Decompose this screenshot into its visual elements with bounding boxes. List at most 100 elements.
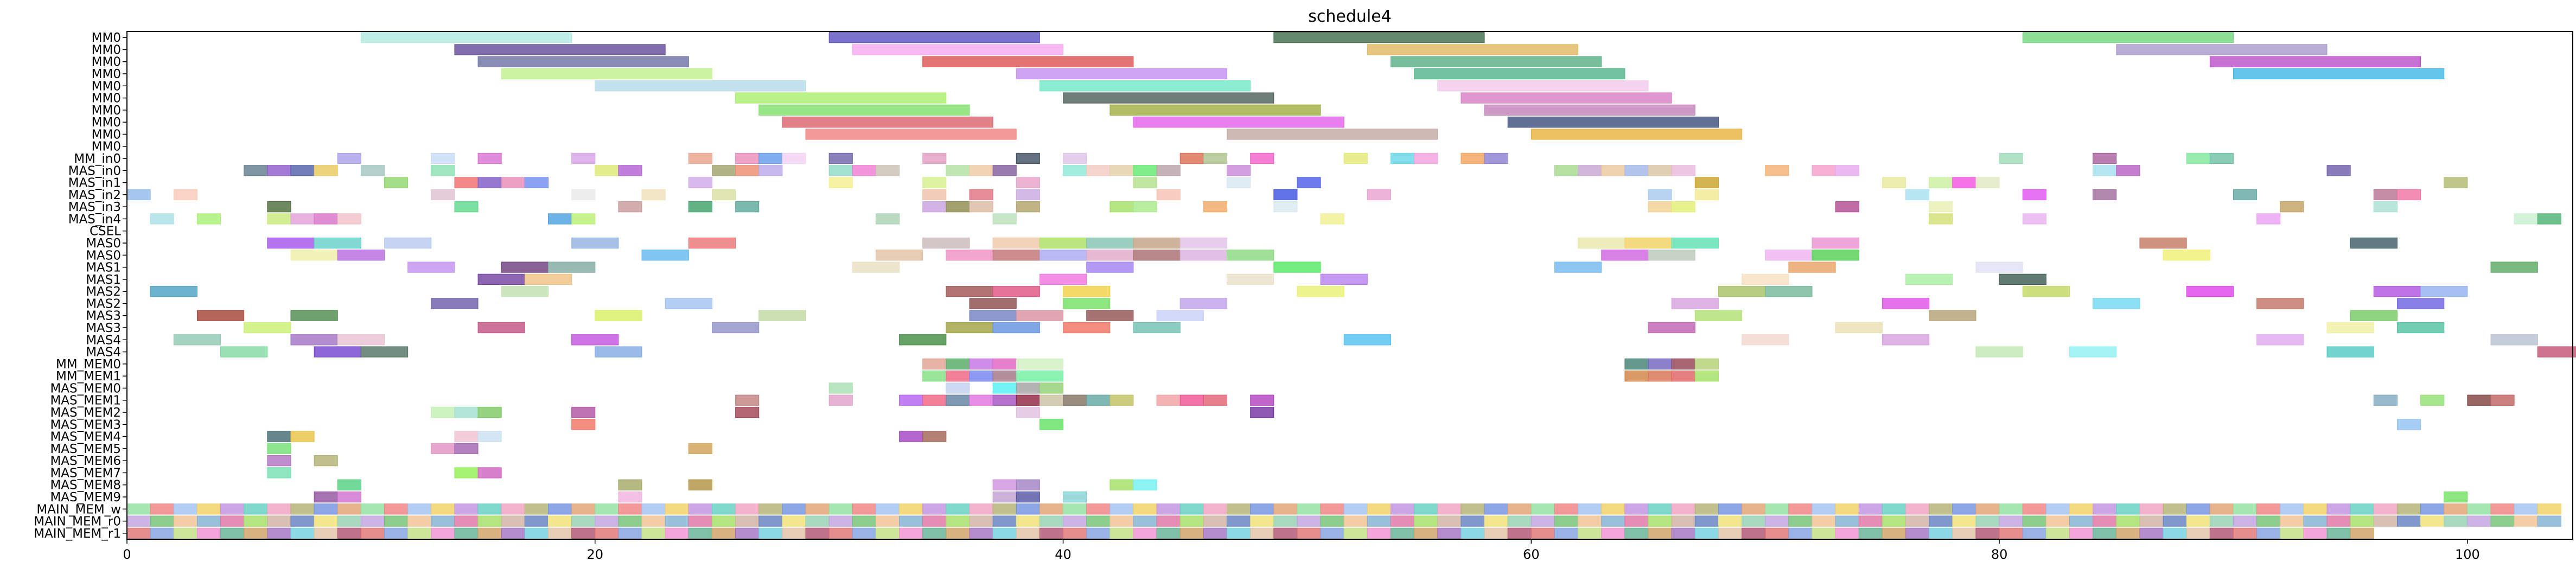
task-bar — [2022, 286, 2070, 297]
task-bar — [946, 201, 970, 213]
task-bar — [899, 334, 947, 346]
task-bar — [1858, 527, 1883, 539]
task-bar — [1788, 527, 1813, 539]
task-bar — [711, 527, 736, 539]
task-bar — [2303, 503, 2328, 515]
task-bar — [501, 262, 549, 273]
task-bar — [1648, 250, 1695, 261]
task-bar — [1039, 80, 1251, 92]
task-bar — [2373, 515, 2398, 527]
task-bar — [1975, 527, 2000, 539]
task-bar — [1718, 515, 1743, 527]
y-tick-label: MAS_MEM1 — [50, 394, 121, 408]
task-bar — [1414, 515, 1438, 527]
task-bar — [2350, 237, 2398, 249]
task-bar — [1578, 503, 1602, 515]
task-bar — [1414, 68, 1625, 80]
task-bar — [431, 152, 455, 164]
task-bar — [1273, 527, 1298, 539]
task-bar — [1203, 527, 1228, 539]
task-bar — [267, 467, 291, 479]
task-bar — [1624, 237, 1672, 249]
task-bar — [1390, 503, 1415, 515]
task-bar — [571, 515, 596, 527]
task-bar — [711, 165, 736, 176]
task-bar — [360, 346, 409, 358]
task-bar — [2467, 515, 2491, 527]
task-bar — [1016, 479, 1040, 490]
task-bar — [969, 394, 993, 406]
task-bar — [1133, 322, 1181, 334]
task-bar — [1882, 334, 1930, 346]
task-bar — [431, 503, 455, 515]
y-tick-label: MAS_MEM8 — [50, 479, 121, 493]
task-bar — [547, 213, 572, 225]
task-bar — [735, 527, 760, 539]
task-bar — [899, 503, 923, 515]
task-bar — [454, 406, 479, 418]
task-bar — [1063, 491, 1087, 503]
task-bar — [267, 201, 291, 213]
task-bar — [1016, 358, 1064, 370]
task-bar — [1086, 262, 1134, 273]
task-bar — [2256, 213, 2281, 225]
task-bar — [969, 298, 1017, 309]
task-bar — [1742, 273, 1789, 285]
y-tick-label: MAS_in3 — [68, 200, 121, 214]
task-bar — [946, 286, 993, 297]
task-bar — [407, 262, 455, 273]
task-bar — [735, 406, 760, 418]
task-bar — [1671, 371, 1695, 382]
task-bar — [969, 371, 993, 382]
task-bar — [1086, 310, 1134, 321]
chart-title: schedule4 — [1308, 7, 1392, 26]
task-bar — [665, 298, 712, 309]
task-bar — [1297, 503, 1321, 515]
task-bar — [852, 165, 876, 176]
task-bar — [1016, 503, 1040, 515]
task-bar — [1999, 503, 2023, 515]
task-bar — [711, 515, 736, 527]
task-bar — [1765, 250, 1813, 261]
task-bar — [2490, 262, 2538, 273]
task-bar — [618, 503, 642, 515]
task-bar — [2209, 515, 2234, 527]
task-bar — [2163, 527, 2187, 539]
y-tick-label: MAIN_MEM_r1 — [34, 527, 121, 541]
task-bar — [220, 503, 245, 515]
task-bar — [641, 527, 666, 539]
task-bar — [2490, 394, 2515, 406]
task-bar — [2326, 527, 2351, 539]
task-bar — [290, 431, 315, 442]
task-bar — [735, 394, 760, 406]
task-bar — [2093, 165, 2117, 176]
task-bar — [1133, 527, 1157, 539]
task-bar — [641, 503, 666, 515]
task-bar — [1016, 201, 1040, 213]
task-bar — [1742, 503, 1766, 515]
y-tick-label: CSEL — [90, 225, 121, 239]
task-bar — [992, 503, 1017, 515]
task-bar — [1671, 298, 1719, 309]
task-bar — [2373, 394, 2398, 406]
task-bar — [875, 213, 900, 225]
task-bar — [1742, 515, 1766, 527]
task-bar — [150, 286, 197, 297]
task-bar — [1039, 527, 1064, 539]
task-bar — [1110, 503, 1134, 515]
task-bar — [477, 273, 525, 285]
task-bar — [2186, 286, 2234, 297]
task-bar — [1227, 273, 1274, 285]
task-bar — [852, 44, 1064, 55]
task-bar — [1016, 394, 1040, 406]
task-bar — [337, 503, 361, 515]
task-bar — [969, 165, 993, 176]
task-bar — [828, 32, 1040, 43]
task-bar — [595, 310, 642, 321]
task-bar — [2514, 515, 2538, 527]
task-bar — [1999, 273, 2046, 285]
task-bar — [1671, 358, 1695, 370]
task-bar — [547, 503, 572, 515]
task-bar — [1227, 515, 1251, 527]
task-bar — [477, 527, 502, 539]
